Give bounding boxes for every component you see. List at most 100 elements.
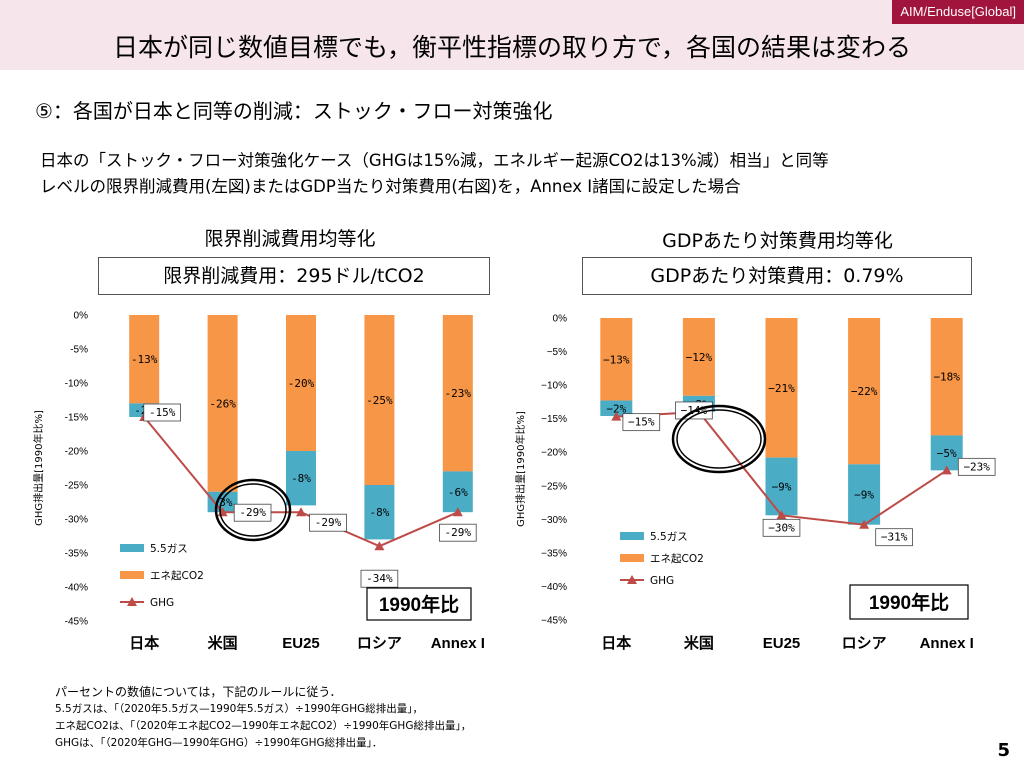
left-ytick-label: 0%: [74, 311, 89, 322]
section-title: ⑤：各国が日本と同等の削減：ストック・フロー対策強化: [35, 99, 553, 123]
right-label-gas55: −5%: [937, 447, 957, 460]
left-label-gas55: -6%: [448, 486, 468, 499]
right-badge-label: 1990年比: [869, 591, 949, 614]
right-bar-gas55: [765, 457, 798, 516]
right-ghg-marker: [941, 465, 952, 475]
right-legend-swatch: [620, 554, 644, 562]
right-ytick-label: −25%: [541, 481, 567, 492]
left-label-co2: -26%: [209, 397, 236, 410]
right-category-label: ロシア: [842, 635, 887, 652]
left-ghg-label: -29%: [315, 516, 342, 529]
right-ghg-marker: [611, 411, 622, 421]
right-badge-box: [849, 584, 969, 620]
right-ylabel: GHG排出量[1990年比%]: [514, 411, 527, 527]
left-legend-label: エネ起CO2: [150, 570, 204, 582]
left-highlight-ring-inner: [219, 483, 287, 537]
footnote-line-1: パーセントの数値については，下記のルールに従う．: [55, 685, 342, 699]
left-category-label: 米国: [208, 634, 238, 652]
right-legend-label: GHG: [650, 575, 674, 587]
header-band: [0, 0, 1024, 70]
footnote-line-4: GHGは、「（2020年GHG—1990年GHG）÷1990年GHG総排出量」．: [55, 737, 383, 749]
left-bar-co2: [286, 315, 316, 451]
left-ytick-label: -5%: [70, 345, 88, 356]
right-bar-gas55: [930, 435, 963, 471]
left-ghg-marker: [374, 541, 385, 551]
left-bar-gas55: [286, 451, 316, 506]
right-legend-marker-ghg: [627, 575, 637, 584]
lead-text: 日本の「ストック・フロー対策強化ケース（GHGは15%減，エネルギー起源CO2は…: [40, 148, 1000, 200]
right-label-gas55: −2%: [606, 402, 626, 415]
right-bar-co2: [848, 318, 881, 465]
right-ghg-label-box: [875, 528, 913, 547]
right-highlight-ring-outer: [671, 404, 767, 474]
footnote: パーセントの数値については，下記のルールに従う． 5.5ガスは、「（2020年5…: [55, 684, 471, 752]
left-legend-label: 5.5ガス: [150, 543, 188, 555]
left-ghg-label: -15%: [149, 406, 176, 419]
right-ytick-label: −10%: [541, 381, 567, 392]
right-ytick-label: −45%: [541, 616, 567, 627]
right-ghg-marker: [859, 519, 870, 529]
left-category-label: ロシア: [357, 635, 402, 652]
right-category-label: EU25: [763, 635, 801, 652]
right-bar-gas55: [848, 464, 881, 525]
right-label-co2: −13%: [603, 353, 630, 366]
left-ytick-label: -10%: [65, 379, 88, 390]
left-ghg-marker: [296, 507, 306, 517]
left-label-co2: -20%: [288, 377, 315, 390]
right-label-co2: −18%: [933, 371, 960, 384]
right-bar-gas55: [600, 400, 633, 416]
left-ytick-label: -45%: [65, 617, 88, 628]
left-value-box: 限界削減費用：295ドル/tCO2: [98, 257, 490, 295]
right-ytick-label: −40%: [541, 582, 567, 593]
right-label-gas55: −9%: [854, 489, 874, 502]
left-ylabel: GHG排出量[1990年比%]: [32, 410, 45, 526]
left-bar-gas55: [442, 471, 473, 513]
left-badge-label: 1990年比: [379, 593, 459, 616]
right-legend-label: エネ起CO2: [650, 553, 704, 565]
left-legend-swatch: [120, 571, 144, 579]
left-legend-marker-ghg: [127, 597, 137, 606]
left-ghg-marker: [452, 507, 463, 517]
left-badge-box: [366, 587, 472, 621]
right-highlight-ring-inner: [676, 409, 762, 469]
right-ghg-label-box: [957, 457, 996, 476]
right-category-label: 日本: [601, 634, 631, 652]
left-ghg-label: -29%: [445, 526, 472, 539]
right-bar-co2: [600, 318, 633, 401]
lead-line-1: 日本の「ストック・フロー対策強化ケース（GHGは15%減，エネルギー起源CO2は…: [40, 151, 829, 170]
left-label-co2: -25%: [366, 394, 393, 407]
right-bar-co2: [930, 318, 963, 436]
right-ghg-label-box: [762, 518, 801, 537]
right-value-box: GDPあたり対策費用：0.79%: [582, 257, 972, 295]
right-label-gas55: −9%: [772, 480, 792, 493]
right-ytick-label: −35%: [541, 548, 567, 559]
left-bar-gas55: [364, 485, 395, 540]
right-ghg-label: −23%: [963, 460, 990, 473]
right-ytick-label: −15%: [541, 414, 567, 425]
left-ytick-label: -30%: [65, 515, 88, 526]
right-category-label: Annex I: [920, 635, 974, 652]
right-label-co2: −21%: [768, 382, 795, 395]
slide-title: 日本が同じ数値目標でも，衡平性指標の取り方で，各国の結果は変わる: [112, 33, 911, 62]
left-ghg-label-box: [309, 513, 347, 532]
right-bar-co2: [682, 318, 715, 396]
left-ytick-label: -25%: [65, 481, 88, 492]
left-ytick-label: -35%: [65, 549, 88, 560]
right-ghg-label: −31%: [881, 531, 908, 544]
left-label-co2: -13%: [131, 353, 158, 366]
right-ghg-label: −30%: [768, 521, 795, 534]
left-bar-co2: [129, 315, 160, 404]
left-bar-co2: [364, 315, 395, 485]
footnote-line-2: 5.5ガスは、「（2020年5.5ガス—1990年5.5ガス）÷1990年GHG…: [55, 703, 423, 715]
left-ghg-label-box: [233, 503, 272, 522]
right-ytick-label: 0%: [553, 314, 568, 325]
left-label-co2: -23%: [445, 387, 472, 400]
right-legend-swatch: [620, 532, 644, 540]
right-chart-title: GDPあたり対策費用均等化: [662, 230, 893, 252]
right-ghg-label-box: [622, 413, 661, 432]
page-number: 5: [997, 740, 1010, 761]
left-category-label: EU25: [282, 635, 320, 652]
left-ghg-label: -34%: [366, 572, 393, 585]
left-ytick-label: -20%: [65, 447, 88, 458]
